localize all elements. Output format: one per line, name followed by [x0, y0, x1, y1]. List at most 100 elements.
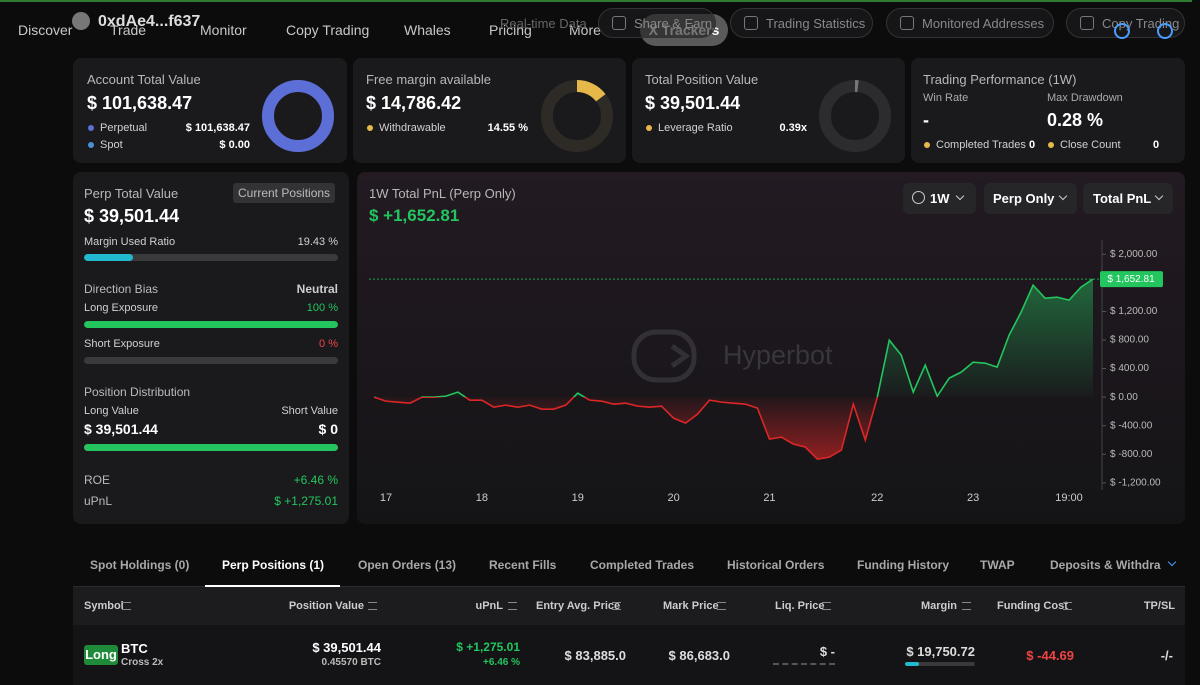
sort-icon [508, 602, 517, 610]
column-header[interactable]: uPnL [475, 600, 504, 612]
legend-dot [1048, 142, 1054, 148]
tab[interactable]: Historical Orders [727, 558, 825, 572]
action-label[interactable]: Trading Statistics [766, 16, 866, 31]
column-header[interactable]: Entry Avg. Price [536, 600, 621, 612]
row-value: $ 101,638.47 [185, 122, 250, 134]
row-label: Spot [100, 139, 123, 151]
stat-label: Win Rate [923, 92, 969, 104]
nav-link[interactable]: Pricing [489, 22, 532, 38]
bar-track [84, 321, 338, 328]
action-text[interactable]: Real-time Data [500, 16, 587, 31]
cell-size: 0.45570 BTC [321, 657, 381, 668]
tab[interactable]: Funding History [857, 558, 949, 572]
position-card: Total Position Value $ 39,501.44 Leverag… [632, 58, 905, 163]
action-pill[interactable] [598, 8, 716, 38]
column-header[interactable]: TP/SL [1143, 600, 1175, 612]
nav-link[interactable]: Monitor [200, 22, 247, 38]
bar-track [84, 254, 338, 261]
chart-title: 1W Total PnL (Perp Only) [369, 186, 516, 201]
tab[interactable]: Spot Holdings (0) [90, 558, 190, 572]
metric-dropdown[interactable]: Total PnL [1083, 183, 1173, 214]
card-title: Free margin available [366, 72, 492, 87]
tabs-more[interactable] [1167, 557, 1177, 567]
action-icon [744, 16, 758, 30]
action-icon [1080, 16, 1094, 30]
column-header[interactable]: Margin [920, 600, 957, 612]
chart-panel: 1W Total PnL (Perp Only) $ +1,652.81 [357, 172, 1185, 524]
nav-link[interactable]: Discover [18, 22, 73, 38]
sort-icon [717, 602, 726, 610]
column-header[interactable]: Position Value [288, 600, 364, 612]
tab[interactable]: Recent Fills [489, 558, 557, 572]
action-label[interactable]: Monitored Addresses [922, 16, 1045, 31]
donut [819, 80, 891, 152]
margin-card: Free margin available $ 14,786.42 Withdr… [353, 58, 626, 163]
ratio-value: 19.43 % [297, 236, 338, 248]
current-positions-button[interactable]: Current Positions [233, 183, 336, 203]
column-header[interactable]: Funding Cost [997, 600, 1068, 612]
search-icon[interactable] [1114, 23, 1130, 39]
donut [262, 80, 334, 152]
cell-tpsl: -/- [1160, 648, 1173, 663]
globe-icon[interactable] [1157, 23, 1173, 39]
sort-icon [822, 602, 831, 610]
donut [541, 80, 613, 152]
bar-track [84, 444, 338, 451]
stat-value: - [923, 110, 929, 130]
tab[interactable]: TWAP [980, 558, 1015, 572]
range-dropdown[interactable]: 1W [903, 183, 976, 214]
dist-label: Short Value [281, 405, 338, 417]
row-value: 0.39x [779, 122, 807, 134]
sort-icon [368, 602, 377, 610]
stat-value: +6.46 % [293, 473, 338, 487]
tab[interactable]: Open Orders (13) [358, 558, 457, 572]
panel-title: Perp Total Value [84, 186, 179, 201]
legend-dot [88, 142, 94, 148]
nav-link[interactable]: Copy Trading [286, 22, 370, 38]
dist-label: Long Value [84, 405, 139, 417]
action-pill[interactable] [886, 8, 1054, 38]
tab[interactable]: Completed Trades [590, 558, 695, 572]
sort-icon [962, 602, 971, 610]
cell-entry: $ 83,885.0 [564, 648, 626, 663]
column-header[interactable]: Symbol [84, 600, 124, 612]
row-label: Completed Trades [936, 139, 1026, 151]
donut-arc [541, 80, 613, 152]
margin-bar [905, 662, 919, 666]
row-value: 0 [1153, 139, 1160, 151]
tab[interactable]: Deposits & Withdra [1050, 558, 1161, 572]
column-header[interactable]: Mark Price [663, 600, 719, 612]
chevron [955, 191, 965, 201]
stat-value: 0.28 % [1047, 110, 1104, 130]
sort-icon [122, 602, 131, 610]
account-card: Account Total Value $ 101,638.47 Perpetu… [73, 58, 347, 163]
action-pill[interactable] [730, 8, 873, 38]
scope-dropdown[interactable]: Perp Only [984, 183, 1077, 214]
stat-label: ROE [84, 473, 111, 487]
cell-margin: $ 19,750.72 [906, 644, 975, 659]
donut-track [819, 80, 891, 152]
row-value: 14.55 % [487, 122, 528, 134]
exposure-label: Long Exposure [84, 302, 158, 314]
cell-funding: $ -44.69 [1026, 648, 1074, 663]
chart-subtitle: $ +1,652.81 [369, 206, 460, 225]
legend-dot [88, 125, 94, 131]
donut-arc [262, 80, 334, 152]
nav-link[interactable]: Whales [404, 22, 451, 38]
section-value: Neutral [296, 282, 338, 296]
perp-panel: Perp Total Value Current Positions $ 39,… [73, 172, 349, 524]
tab[interactable]: Perp Positions (1) [222, 558, 325, 572]
panel-value: $ 39,501.44 [84, 206, 180, 226]
card-value: $ 101,638.47 [87, 93, 193, 113]
column-header[interactable]: Liq. Price [775, 600, 825, 612]
row-value: 0 [1029, 139, 1036, 151]
nav-link[interactable]: Trade [110, 22, 147, 38]
nav-link[interactable]: More [569, 22, 601, 38]
row-label: Close Count [1060, 139, 1121, 151]
row-label: Perpetual [100, 122, 148, 134]
exposure-value: 100 % [306, 302, 338, 314]
tab-underline [205, 585, 340, 587]
action-label[interactable]: Share & Earn [634, 16, 713, 31]
bar-track [84, 357, 338, 364]
